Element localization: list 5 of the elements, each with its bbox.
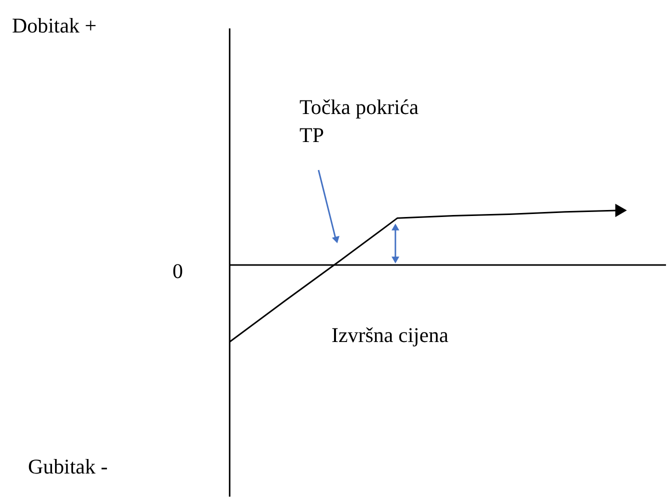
text: 0 bbox=[172, 258, 183, 283]
text: Gubitak - bbox=[28, 454, 108, 479]
text: Dobitak + bbox=[12, 13, 97, 38]
text: Točka pokrića TP bbox=[300, 95, 420, 148]
annotation: Izvršna cijena bbox=[332, 322, 450, 347]
